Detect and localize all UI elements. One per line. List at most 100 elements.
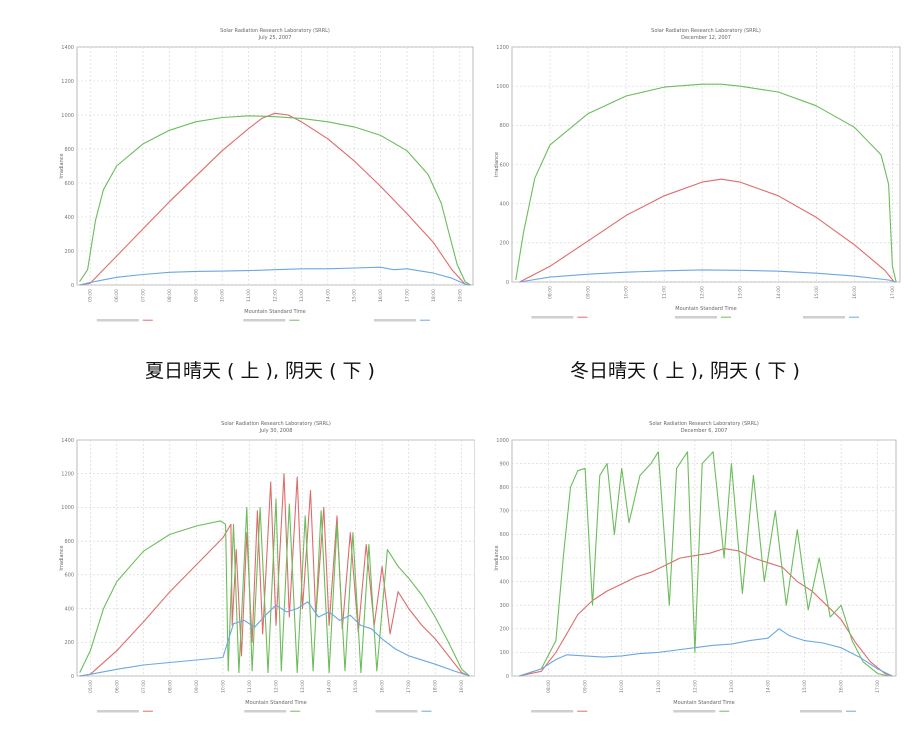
y-axis-label: Irradiance: [494, 545, 500, 570]
y-tick-label: 1400: [61, 45, 74, 51]
x-tick-label: 11:00: [662, 286, 668, 299]
x-axis-label: Mountain Standard Time: [675, 306, 736, 312]
plot-area: [76, 46, 474, 286]
y-tick-label: 200: [499, 241, 509, 247]
chart-summer-cloudy: Solar Radiation Research Laboratory (SRR…: [59, 421, 475, 713]
x-tick-label: 13:00: [738, 286, 744, 299]
series-line-0: [519, 548, 893, 677]
chart-subtitle: December 12, 2007: [681, 35, 731, 41]
y-tick-label: 600: [499, 532, 509, 538]
y-tick-label: 500: [499, 556, 509, 562]
y-tick-label: 0: [71, 674, 74, 680]
x-tick-label: 14:00: [766, 680, 772, 693]
x-tick-label: 17:00: [405, 289, 411, 302]
x-tick-label: 12:00: [274, 680, 280, 693]
x-tick-label: 10:00: [624, 286, 630, 299]
x-tick-label: 12:00: [273, 289, 279, 302]
chart-subtitle: July 25, 2007: [258, 35, 292, 41]
series-line-2: [79, 266, 471, 286]
x-tick-label: 09:00: [193, 289, 199, 302]
y-tick-label: 1000: [61, 113, 74, 119]
x-tick-label: 08:00: [167, 289, 173, 302]
chart-summer-clear: Solar Radiation Research Laboratory (SRR…: [59, 28, 474, 322]
chart-winter-cloudy: Solar Radiation Research Laboratory (SRR…: [494, 421, 897, 713]
legend-entry-text: [531, 710, 574, 713]
y-tick-label: 1400: [61, 438, 74, 444]
x-axis-label: Mountain Standard Time: [245, 700, 306, 706]
y-tick-label: 900: [499, 461, 509, 467]
y-tick-label: 1200: [496, 45, 509, 51]
x-tick-label: 16:00: [380, 680, 386, 693]
chart-title: Solar Radiation Research Laboratory (SRR…: [221, 421, 331, 427]
y-tick-label: 600: [499, 162, 509, 168]
y-tick-label: 200: [499, 627, 509, 633]
series-line-1: [79, 115, 471, 286]
y-tick-label: 0: [71, 283, 74, 289]
y-tick-label: 100: [499, 650, 509, 656]
x-tick-label: 08:00: [546, 680, 552, 693]
x-tick-label: 13:00: [300, 680, 306, 693]
y-axis-label: Irradiance: [59, 153, 65, 178]
x-tick-label: 10:00: [619, 680, 625, 693]
legend-entry-text: [243, 319, 286, 322]
x-tick-label: 16:00: [852, 286, 858, 299]
chart-title: Solar Radiation Research Laboratory (SRR…: [220, 28, 330, 34]
y-tick-label: 400: [499, 201, 509, 207]
chart-winter-clear: Solar Radiation Research Laboratory (SRR…: [494, 28, 901, 319]
series-line-1: [79, 498, 471, 677]
x-tick-label: 16:00: [839, 680, 845, 693]
x-axis-label: Mountain Standard Time: [244, 309, 305, 315]
y-tick-label: 800: [499, 485, 509, 491]
y-tick-label: 400: [64, 606, 74, 612]
y-tick-label: 400: [499, 579, 509, 585]
x-tick-label: 19:00: [457, 289, 463, 302]
legend-entry-text: [96, 319, 139, 322]
x-tick-label: 10:00: [220, 289, 226, 302]
chart-panel-winter-cloudy: Solar Radiation Research Laboratory (SRR…: [490, 415, 920, 735]
y-tick-label: 0: [506, 674, 509, 680]
x-tick-label: 16:00: [378, 289, 384, 302]
series-line-0: [519, 178, 895, 283]
x-tick-label: 15:00: [352, 289, 358, 302]
y-tick-label: 400: [64, 215, 74, 221]
chart-panel-summer-clear: Solar Radiation Research Laboratory (SRR…: [55, 22, 475, 332]
x-tick-label: 13:00: [299, 289, 305, 302]
caption-summer: 夏日晴天 ( 上 ), 阴天 ( 下 ): [145, 360, 375, 382]
x-tick-label: 09:00: [586, 286, 592, 299]
x-tick-label: 07:00: [141, 680, 147, 693]
x-tick-label: 13:00: [729, 680, 735, 693]
x-tick-label: 17:00: [875, 680, 881, 693]
x-tick-label: 17:00: [890, 286, 896, 299]
y-tick-label: 600: [64, 573, 74, 579]
chart-title: Solar Radiation Research Laboratory (SRR…: [649, 421, 759, 427]
legend-entry-text: [375, 710, 418, 713]
x-tick-label: 12:00: [700, 286, 706, 299]
x-tick-label: 07:00: [141, 289, 147, 302]
legend-entry-text: [803, 316, 845, 319]
chart-subtitle: July 30, 2008: [259, 428, 293, 434]
caption-winter: 冬日晴天 ( 上 ), 阴天 ( 下 ): [570, 360, 800, 382]
x-tick-label: 11:00: [247, 680, 253, 693]
y-tick-label: 600: [64, 181, 74, 187]
y-tick-label: 1000: [496, 438, 509, 444]
chart-title: Solar Radiation Research Laboratory (SRR…: [651, 28, 761, 34]
y-tick-label: 1000: [61, 505, 74, 511]
series-line-2: [79, 601, 470, 677]
y-tick-label: 300: [499, 603, 509, 609]
legend-entry-text: [244, 710, 287, 713]
x-tick-label: 19:00: [459, 680, 465, 693]
x-tick-label: 14:00: [325, 289, 331, 302]
x-tick-label: 11:00: [246, 289, 252, 302]
y-axis-label: Irradiance: [494, 152, 500, 177]
legend-entry-text: [374, 319, 416, 322]
x-tick-label: 15:00: [814, 286, 820, 299]
y-tick-label: 200: [64, 249, 74, 255]
x-tick-label: 09:00: [583, 680, 589, 693]
x-tick-label: 15:00: [353, 680, 359, 693]
x-tick-label: 11:00: [656, 680, 662, 693]
x-tick-label: 06:00: [114, 680, 120, 693]
series-line-1: [515, 83, 897, 283]
y-axis-label: Irradiance: [59, 545, 65, 570]
legend-entry-text: [673, 710, 716, 713]
x-tick-label: 15:00: [802, 680, 808, 693]
